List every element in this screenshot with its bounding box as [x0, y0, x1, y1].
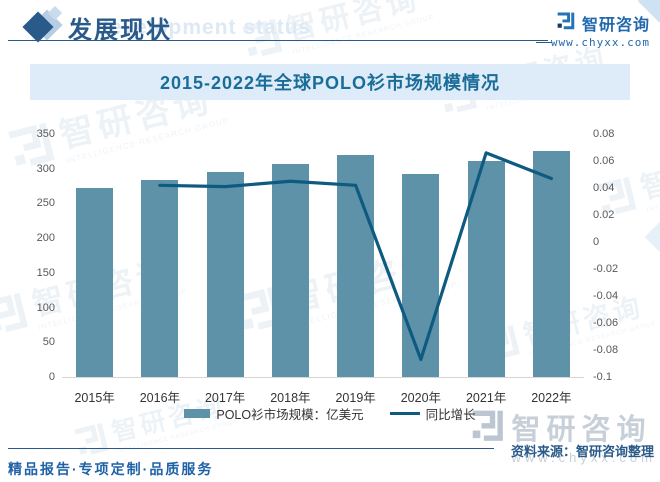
bar-2017年: [206, 172, 244, 377]
right-axis-tick-label: 0.08: [593, 128, 615, 140]
right-axis-tick-label: -0.1: [593, 371, 612, 383]
left-axis-tick-label: 0: [48, 371, 55, 383]
right-axis-tick-label: -0.08: [593, 344, 619, 356]
line-swatch-icon: [389, 412, 420, 415]
legend-label: POLO衫市场规模：亿美元: [216, 408, 364, 422]
footer-watermark-brand: 智研咨询: [511, 414, 652, 446]
bar-2018年: [271, 163, 309, 377]
header-divider-end: [536, 42, 552, 43]
right-axis-tick-label: -0.02: [593, 263, 619, 275]
data-source-note: 资料来源：智研咨询整理: [510, 444, 654, 459]
brand-name: 智研咨询: [581, 17, 650, 34]
x-axis-label: 2017年: [204, 391, 246, 405]
footer-watermark-url: www.chyxx.com: [511, 450, 656, 465]
zhiyan-logo-icon: [472, 410, 503, 441]
x-axis-label: 2019年: [335, 391, 376, 405]
x-axis-label: 2018年: [270, 391, 311, 405]
x-axis-label: 2021年: [465, 391, 507, 405]
right-axis-tick-label: 0.04: [593, 182, 615, 194]
x-axis-label: 2020年: [400, 391, 442, 405]
bar-swatch-icon: [184, 409, 211, 418]
left-axis-tick-label: 100: [36, 301, 55, 314]
footer-divider: [8, 448, 494, 449]
left-axis-tick-label: 200: [36, 232, 55, 245]
legend-label: 同比增长: [425, 408, 476, 422]
footer-watermark: 智研咨询 www.chyxx.com: [468, 406, 656, 465]
x-axis-label: 2015年: [74, 391, 115, 405]
left-axis-tick-label: 50: [42, 336, 55, 349]
right-axis-tick-label: -0.04: [593, 290, 619, 302]
brand-lockup: 智研咨询: [555, 10, 650, 36]
left-axis-tick-label: 150: [36, 266, 55, 279]
legend-item-line: 同比增长: [389, 404, 476, 423]
zhiyan-logo-icon: [555, 10, 576, 36]
right-axis-tick-label: 0.02: [593, 209, 615, 221]
bar-2020年: [402, 173, 440, 377]
left-axis-tick-label: 250: [36, 197, 55, 210]
x-axis-line: [62, 377, 584, 378]
chart-legend: POLO衫市场规模：亿美元 同比增长: [0, 404, 660, 423]
bar-2015年: [76, 188, 114, 377]
chart-title: 2015-2022年全球POLO衫市场规模情况: [30, 64, 630, 100]
right-axis-tick-label: -0.06: [593, 317, 619, 329]
x-axis-label: 2022年: [531, 391, 572, 405]
brand-url: www.chyxx.com: [550, 36, 650, 49]
zhiyan-logo-icon: [468, 406, 506, 449]
header-divider: [8, 40, 548, 41]
legend-item-bar: POLO衫市场规模：亿美元: [184, 404, 364, 423]
left-axis-tick-label: 350: [36, 128, 55, 140]
zhiyan-logo-icon: [557, 12, 575, 30]
header-ghost-subtitle: development status: [96, 16, 312, 39]
footer-tagline: 精品报告·专项定制·品质服务: [8, 461, 214, 477]
right-axis-tick-label: 0: [593, 236, 600, 248]
right-axis-tick-label: 0.06: [593, 155, 615, 167]
left-axis-tick-label: 300: [36, 162, 55, 175]
bar-2019年: [337, 154, 375, 377]
bar-2016年: [141, 179, 179, 377]
section-title: 发展现状: [68, 17, 172, 44]
x-axis-label: 2016年: [139, 391, 181, 405]
bar-2022年: [532, 150, 570, 377]
